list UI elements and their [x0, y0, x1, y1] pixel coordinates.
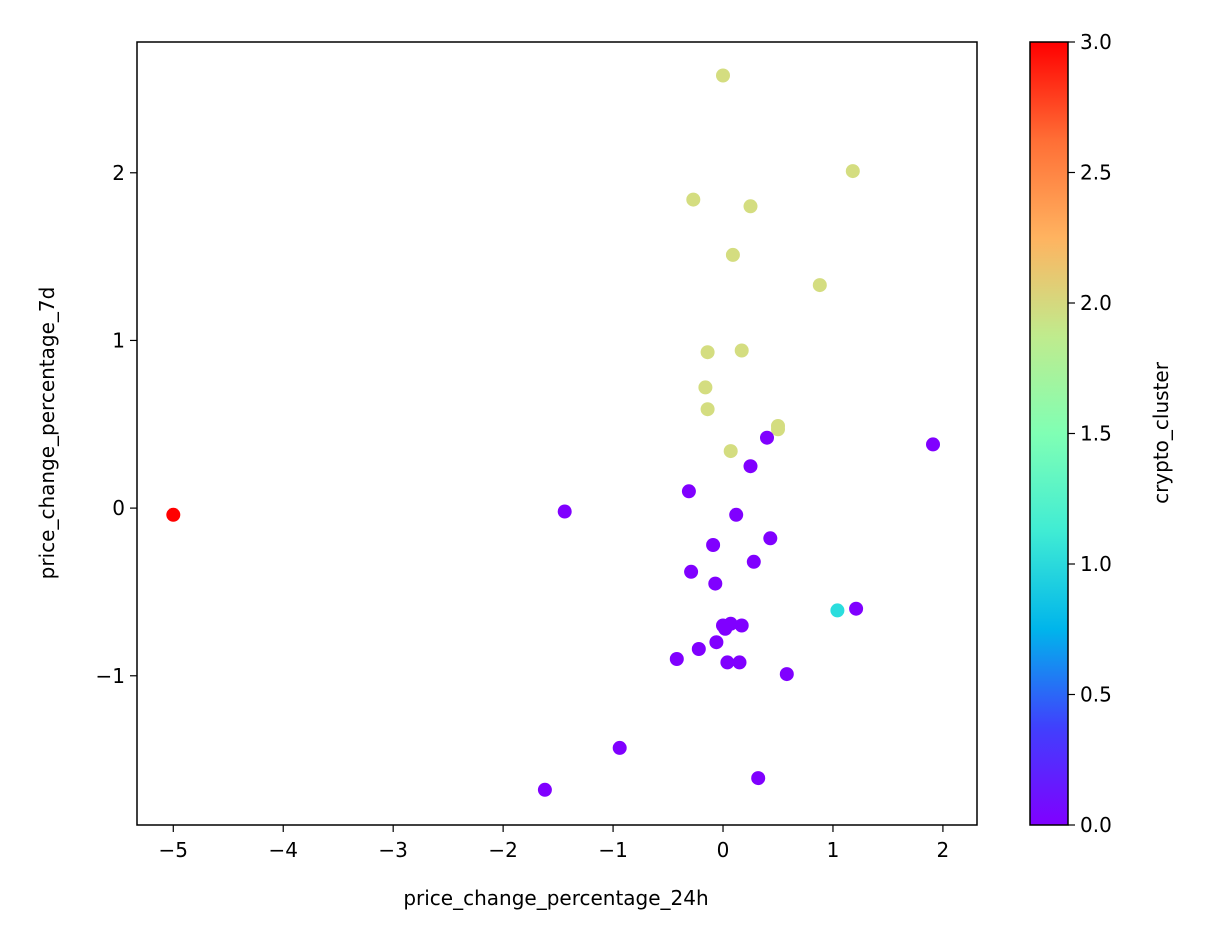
- data-point: [734, 618, 749, 633]
- colorbar-tick-label: 2.0: [1080, 291, 1112, 315]
- plot-background: [137, 42, 977, 825]
- data-point: [612, 740, 627, 755]
- y-tick-label: 0: [112, 496, 125, 520]
- data-point: [734, 343, 749, 358]
- data-point: [845, 164, 860, 179]
- colorbar-ticks: 0.0 0.5 1.0 1.5 2.0 2.5 3.0: [1068, 30, 1112, 837]
- data-point: [708, 576, 723, 591]
- data-point: [709, 635, 724, 650]
- data-point: [760, 430, 774, 445]
- x-tick-label: −2: [488, 838, 517, 862]
- data-point: [706, 538, 721, 552]
- data-point: [926, 437, 940, 452]
- x-ticks: −5 −4 −3 −2 −1 0 1 2: [159, 825, 950, 862]
- data-point: [779, 667, 794, 682]
- data-point: [686, 192, 701, 207]
- data-point: [830, 603, 845, 618]
- colorbar: [1029, 41, 1069, 826]
- data-point: [700, 402, 715, 417]
- data-point: [725, 247, 740, 262]
- data-point: [698, 380, 713, 395]
- y-tick-label: −1: [96, 664, 125, 688]
- data-point: [700, 345, 715, 360]
- y-tick-label: 1: [112, 328, 125, 352]
- colorbar-tick-label: 1.0: [1080, 552, 1112, 576]
- data-point: [751, 771, 766, 786]
- y-tick-label: 2: [112, 161, 125, 185]
- x-tick-label: 0: [717, 838, 730, 862]
- y-ticks: −1 0 1 2: [96, 161, 137, 688]
- data-point: [729, 507, 744, 522]
- data-point: [557, 504, 572, 519]
- data-point: [743, 459, 758, 474]
- x-tick-label: 1: [827, 838, 840, 862]
- data-point: [720, 655, 735, 670]
- colorbar-tick-label: 0.5: [1080, 683, 1112, 707]
- data-point: [537, 782, 552, 797]
- x-tick-label: −5: [159, 838, 188, 862]
- colorbar-tick-label: 3.0: [1080, 30, 1112, 54]
- x-axis-label: price_change_percentage_24h: [403, 886, 708, 910]
- data-point: [684, 564, 699, 579]
- x-tick-label: 2: [937, 838, 950, 862]
- colorbar-label: crypto_cluster: [1149, 361, 1173, 504]
- plot-frame: [136, 41, 978, 826]
- y-axis-label: price_change_percentage_7d: [35, 287, 59, 580]
- colorbar-tick-label: 0.0: [1080, 813, 1112, 837]
- data-point: [849, 601, 864, 616]
- points-layer: [166, 68, 940, 797]
- x-tick-label: −3: [378, 838, 407, 862]
- data-point: [763, 531, 778, 546]
- colorbar-tick-label: 2.5: [1080, 161, 1112, 185]
- data-point: [691, 642, 706, 656]
- data-point: [166, 507, 181, 522]
- data-point: [812, 278, 827, 293]
- colorbar-tick-label: 1.5: [1080, 422, 1112, 446]
- data-point: [681, 484, 696, 499]
- data-point: [746, 554, 761, 569]
- data-point: [771, 422, 785, 437]
- data-point: [732, 655, 747, 670]
- data-point: [669, 652, 684, 666]
- data-point: [718, 621, 733, 636]
- data-point: [723, 444, 738, 459]
- data-point: [716, 68, 730, 83]
- x-tick-label: −4: [268, 838, 297, 862]
- data-point: [743, 199, 758, 214]
- x-tick-label: −1: [598, 838, 627, 862]
